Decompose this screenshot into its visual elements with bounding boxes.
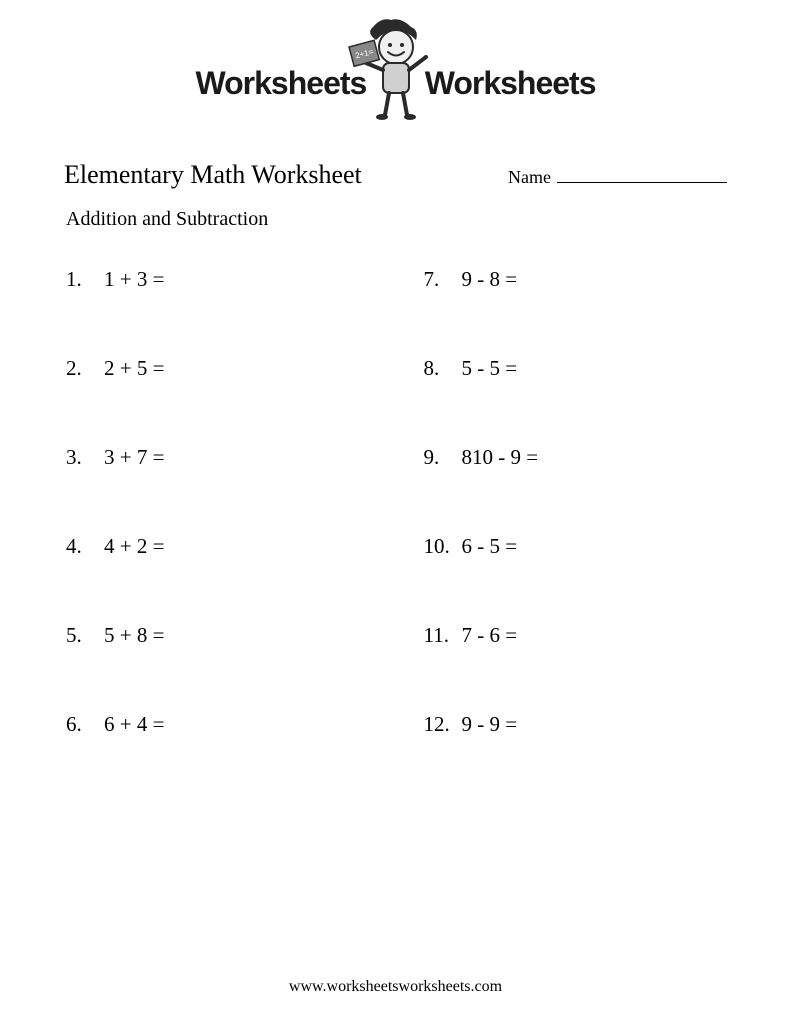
problem-number: 9.: [424, 447, 458, 468]
problems-grid: 1. 1 + 3 = 2. 2 + 5 = 3. 3 + 7 = 4. 4 + …: [60, 269, 731, 803]
problem-row: 8. 5 - 5 =: [424, 358, 732, 379]
problem-expression: 4 + 2 =: [100, 536, 164, 557]
problem-expression: 7 - 6 =: [458, 625, 518, 646]
problem-row: 1. 1 + 3 =: [66, 269, 374, 290]
problem-number: 5.: [66, 625, 100, 646]
problems-column-right: 7. 9 - 8 = 8. 5 - 5 = 9. 810 - 9 = 10. 6…: [394, 269, 732, 803]
worksheet-page: Worksheets: [0, 0, 791, 1024]
problem-number: 6.: [66, 714, 100, 735]
footer-url: www.worksheetsworksheets.com: [0, 978, 791, 996]
logo-text-right: Worksheets: [425, 65, 596, 102]
problem-expression: 6 + 4 =: [100, 714, 164, 735]
problem-number: 3.: [66, 447, 100, 468]
logo: Worksheets: [206, 15, 586, 125]
problem-row: 4. 4 + 2 =: [66, 536, 374, 557]
problem-number: 11.: [424, 625, 458, 646]
problem-row: 11. 7 - 6 =: [424, 625, 732, 646]
problem-expression: 2 + 5 =: [100, 358, 164, 379]
problem-row: 5. 5 + 8 =: [66, 625, 374, 646]
name-label: Name: [508, 167, 551, 188]
problem-expression: 1 + 3 =: [100, 269, 164, 290]
logo-container: Worksheets: [60, 15, 731, 130]
problem-expression: 5 - 5 =: [458, 358, 518, 379]
problem-number: 8.: [424, 358, 458, 379]
problem-number: 1.: [66, 269, 100, 290]
worksheet-subtitle: Addition and Subtraction: [60, 208, 731, 231]
problem-row: 9. 810 - 9 =: [424, 447, 732, 468]
problem-row: 7. 9 - 8 =: [424, 269, 732, 290]
problem-number: 10.: [424, 536, 458, 557]
problem-expression: 9 - 8 =: [458, 269, 518, 290]
problem-expression: 9 - 9 =: [458, 714, 518, 735]
problem-row: 6. 6 + 4 =: [66, 714, 374, 735]
problem-row: 12. 9 - 9 =: [424, 714, 732, 735]
name-field: Name: [508, 167, 727, 188]
header-row: Elementary Math Worksheet Name: [60, 160, 731, 190]
problem-number: 2.: [66, 358, 100, 379]
problem-expression: 3 + 7 =: [100, 447, 164, 468]
worksheet-title: Elementary Math Worksheet: [64, 160, 362, 190]
name-input-line[interactable]: [557, 169, 727, 183]
problems-column-left: 1. 1 + 3 = 2. 2 + 5 = 3. 3 + 7 = 4. 4 + …: [66, 269, 394, 803]
problem-row: 10. 6 - 5 =: [424, 536, 732, 557]
problem-expression: 6 - 5 =: [458, 536, 518, 557]
problem-row: 3. 3 + 7 =: [66, 447, 374, 468]
problem-number: 12.: [424, 714, 458, 735]
problem-row: 2. 2 + 5 =: [66, 358, 374, 379]
problem-number: 7.: [424, 269, 458, 290]
problem-expression: 810 - 9 =: [458, 447, 539, 468]
problem-number: 4.: [66, 536, 100, 557]
problem-expression: 5 + 8 =: [100, 625, 164, 646]
